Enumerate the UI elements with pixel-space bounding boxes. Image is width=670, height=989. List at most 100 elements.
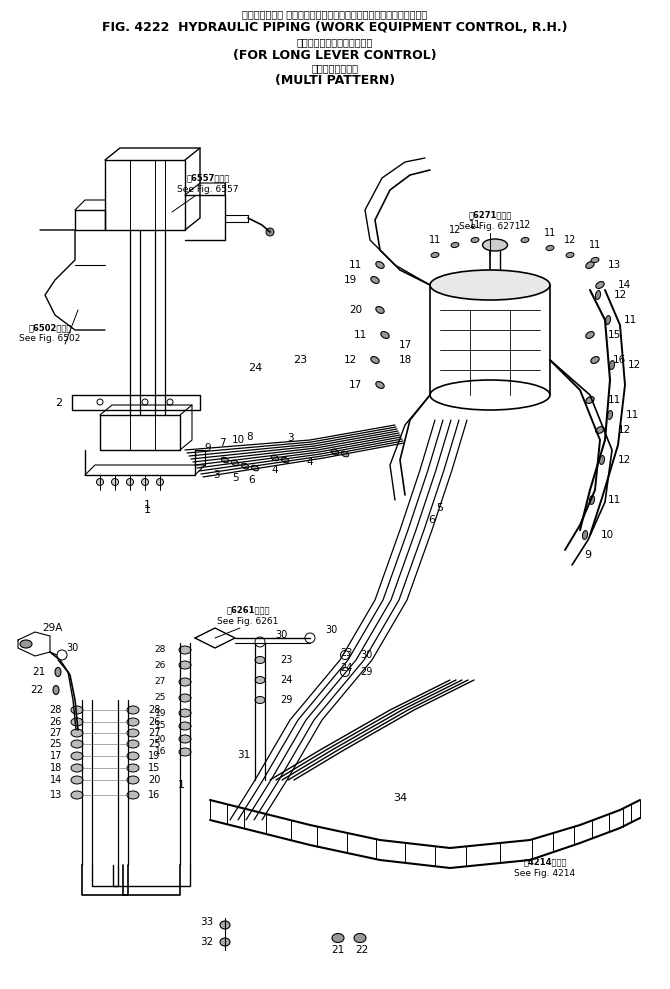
Text: 13: 13 (50, 790, 62, 800)
Text: See Fig. 6557: See Fig. 6557 (178, 185, 239, 194)
Text: 15: 15 (608, 330, 621, 340)
Ellipse shape (331, 449, 339, 455)
Text: 第6271図参照: 第6271図参照 (468, 211, 512, 220)
Ellipse shape (241, 463, 249, 469)
Text: 27: 27 (50, 728, 62, 738)
Text: 16: 16 (613, 355, 626, 365)
Text: 32: 32 (200, 937, 213, 947)
Text: 12: 12 (617, 455, 630, 465)
Ellipse shape (220, 921, 230, 929)
Text: 12: 12 (618, 425, 631, 435)
Text: 29A: 29A (42, 623, 62, 633)
Text: 30: 30 (275, 630, 287, 640)
Ellipse shape (591, 257, 599, 262)
Text: 5: 5 (436, 503, 444, 513)
Text: 12: 12 (449, 225, 461, 235)
Ellipse shape (255, 676, 265, 683)
Ellipse shape (591, 357, 599, 363)
Ellipse shape (71, 718, 83, 726)
Text: 22: 22 (355, 945, 369, 955)
Text: 28: 28 (148, 705, 160, 715)
Text: 13: 13 (608, 260, 621, 270)
Text: マルチ　パターン: マルチ パターン (312, 63, 358, 73)
Text: 第6557図参照: 第6557図参照 (186, 173, 230, 183)
Circle shape (141, 479, 149, 486)
Text: 1: 1 (178, 780, 185, 790)
Ellipse shape (221, 457, 228, 463)
Text: 17: 17 (349, 380, 362, 390)
Ellipse shape (376, 307, 384, 314)
Text: 第6261図参照: 第6261図参照 (226, 605, 270, 614)
Text: 11: 11 (349, 260, 362, 270)
Ellipse shape (371, 357, 379, 363)
Text: 28: 28 (155, 646, 166, 655)
Text: 3: 3 (287, 433, 293, 443)
Ellipse shape (71, 729, 83, 737)
Text: 4: 4 (307, 457, 314, 467)
Ellipse shape (606, 315, 610, 324)
Ellipse shape (431, 252, 439, 257)
Text: 9: 9 (205, 443, 211, 453)
Text: 15: 15 (155, 722, 166, 731)
Text: 20: 20 (349, 305, 362, 315)
Ellipse shape (127, 752, 139, 760)
Ellipse shape (566, 252, 574, 257)
Ellipse shape (127, 791, 139, 799)
Ellipse shape (586, 261, 594, 268)
Text: 1: 1 (143, 505, 151, 515)
Ellipse shape (71, 706, 83, 714)
Text: 6: 6 (429, 515, 436, 525)
Text: 22: 22 (29, 685, 43, 695)
Text: 16: 16 (155, 748, 166, 757)
Circle shape (96, 479, 103, 486)
Ellipse shape (71, 776, 83, 784)
Ellipse shape (127, 764, 139, 772)
Text: 24: 24 (280, 675, 292, 685)
Text: 33: 33 (200, 917, 213, 927)
Text: (FOR LONG LEVER CONTROL): (FOR LONG LEVER CONTROL) (233, 48, 437, 61)
Ellipse shape (381, 331, 389, 338)
Text: 8: 8 (247, 432, 253, 442)
Ellipse shape (127, 740, 139, 748)
Ellipse shape (471, 237, 479, 242)
Ellipse shape (586, 397, 594, 404)
Ellipse shape (179, 646, 191, 654)
Text: 20: 20 (148, 775, 160, 785)
Ellipse shape (220, 938, 230, 946)
Ellipse shape (482, 239, 507, 251)
Text: 23: 23 (293, 355, 307, 365)
Text: 17: 17 (399, 340, 411, 350)
Text: 24: 24 (340, 663, 352, 673)
Text: 30: 30 (325, 625, 337, 635)
Ellipse shape (586, 331, 594, 338)
Text: 23: 23 (280, 655, 292, 665)
Ellipse shape (53, 685, 59, 694)
Ellipse shape (127, 776, 139, 784)
Text: 30: 30 (360, 650, 373, 660)
Text: 19: 19 (148, 751, 160, 761)
Ellipse shape (271, 455, 279, 461)
Ellipse shape (127, 706, 139, 714)
Ellipse shape (596, 291, 600, 300)
Text: 26: 26 (155, 661, 166, 670)
Ellipse shape (179, 709, 191, 717)
Text: 3: 3 (212, 470, 219, 480)
Ellipse shape (610, 361, 614, 370)
Text: 14: 14 (618, 280, 631, 290)
Text: 12: 12 (344, 355, 357, 365)
Text: 1: 1 (143, 500, 151, 510)
Text: 25: 25 (155, 693, 166, 702)
Text: See Fig. 6502: See Fig. 6502 (19, 333, 80, 342)
Text: 11: 11 (608, 395, 621, 405)
Ellipse shape (127, 729, 139, 737)
Text: 16: 16 (148, 790, 160, 800)
Text: 15: 15 (148, 763, 160, 773)
Ellipse shape (255, 696, 265, 703)
Ellipse shape (251, 465, 259, 471)
Ellipse shape (430, 270, 550, 300)
Text: 25: 25 (148, 739, 161, 749)
Ellipse shape (71, 791, 83, 799)
Text: 12: 12 (564, 235, 576, 245)
Text: 12: 12 (613, 290, 626, 300)
Circle shape (127, 479, 133, 486)
